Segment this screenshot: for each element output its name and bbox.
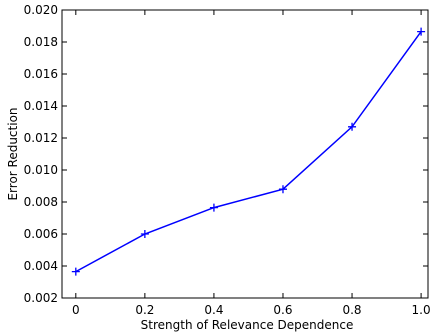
data-point-marker	[417, 27, 426, 36]
x-tick-label: 0.2	[135, 303, 154, 317]
x-axis-title: Strength of Relevance Dependence	[141, 318, 354, 332]
series-line	[75, 31, 422, 273]
y-tick-label: 0.018	[24, 35, 58, 49]
x-tick-label: 0.4	[204, 303, 223, 317]
data-point-marker	[71, 267, 80, 276]
data-point-marker	[348, 122, 357, 131]
x-axis-ticks: 0 0.2 0.4 0.6 0.8 1.0	[72, 10, 431, 317]
y-tick-label: 0.008	[24, 195, 58, 209]
plot-frame	[61, 9, 429, 299]
y-axis-title: Error Reduction	[6, 107, 20, 200]
data-point-marker	[209, 203, 218, 212]
x-tick-label: 0.8	[342, 303, 361, 317]
data-point-marker	[278, 185, 287, 194]
series-layer	[71, 27, 426, 276]
y-tick-label: 0.016	[24, 67, 58, 81]
y-tick-label: 0.010	[24, 163, 58, 177]
y-tick-label: 0.020	[24, 3, 58, 17]
y-tick-label: 0.012	[24, 131, 58, 145]
y-tick-label: 0.014	[24, 99, 58, 113]
y-tick-label: 0.006	[24, 227, 58, 241]
y-tick-label: 0.002	[24, 291, 58, 305]
y-axis-ticks: 0.002 0.004 0.006 0.008 0.010 0.012 0.014 0.016…	[24, 3, 428, 305]
x-tick-label: 0	[72, 303, 80, 317]
data-point-marker	[140, 230, 149, 238]
y-tick-label: 0.004	[24, 259, 58, 273]
x-tick-label: 0.6	[273, 303, 292, 317]
x-tick-label: 1.0	[412, 303, 431, 317]
